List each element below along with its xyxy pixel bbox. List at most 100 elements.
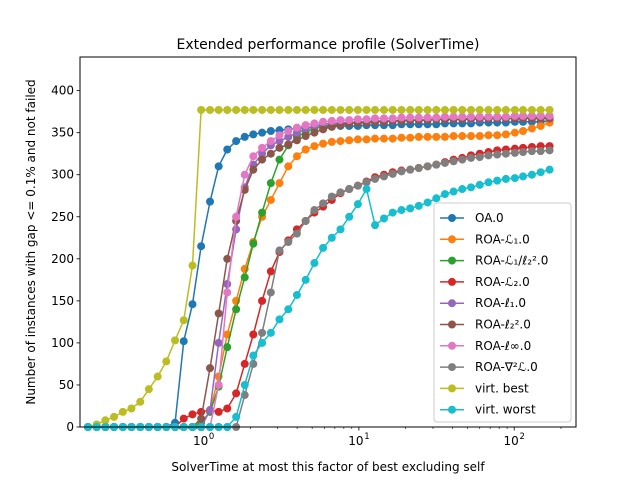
data-point: [249, 105, 258, 114]
data-point: [162, 357, 171, 366]
data-point: [319, 139, 328, 148]
data-point: [484, 131, 493, 140]
data-point: [258, 143, 267, 152]
legend-label: ROA-ℓ∞.0: [475, 339, 531, 353]
legend-item: ROA-ℓ₂².0: [440, 318, 531, 332]
data-point: [423, 132, 432, 141]
data-point: [440, 105, 449, 114]
data-point: [345, 185, 354, 194]
legend-swatch-marker: [448, 299, 456, 308]
y-tick-label: 200: [51, 252, 74, 266]
data-point: [310, 142, 319, 151]
data-point: [406, 204, 415, 213]
data-point: [362, 185, 371, 194]
chart-title: Extended performance profile (SolverTime…: [177, 37, 480, 53]
data-point: [475, 112, 484, 121]
data-point: [345, 105, 354, 114]
data-point: [284, 105, 293, 114]
y-axis-label: Number of instances with gap <= 0.1% and…: [24, 79, 38, 404]
data-point: [397, 206, 406, 215]
data-point: [249, 330, 258, 339]
data-point: [127, 404, 136, 413]
data-point: [440, 132, 449, 141]
x-tick-exponent: 0: [209, 432, 214, 442]
data-point: [353, 105, 362, 114]
data-point: [275, 246, 284, 255]
data-point: [223, 288, 232, 297]
data-point: [406, 113, 415, 122]
legend-swatch-marker: [448, 214, 456, 222]
data-point: [345, 136, 354, 145]
data-point: [258, 128, 267, 137]
data-point: [284, 305, 293, 314]
data-point: [232, 105, 241, 114]
data-point: [214, 309, 223, 318]
data-point: [240, 105, 249, 114]
data-point: [101, 416, 110, 425]
data-point: [388, 114, 397, 123]
data-point: [545, 111, 554, 120]
data-point: [206, 364, 215, 373]
data-point: [136, 397, 145, 406]
data-point: [310, 119, 319, 128]
data-point: [249, 152, 258, 161]
data-point: [510, 128, 519, 137]
legend-item: virt. worst: [440, 403, 536, 417]
data-point: [284, 162, 293, 171]
data-point: [214, 380, 223, 389]
data-point: [493, 176, 502, 185]
legend-label: ROA-ℓ₁.0: [475, 296, 526, 310]
data-point: [214, 162, 223, 171]
data-point: [266, 328, 275, 337]
data-point: [249, 351, 258, 360]
data-point: [475, 105, 484, 114]
data-point: [458, 112, 467, 121]
data-point: [206, 105, 215, 114]
data-point: [388, 105, 397, 114]
data-point: [501, 105, 510, 114]
data-point: [214, 407, 223, 416]
data-point: [519, 105, 528, 114]
data-point: [258, 338, 267, 347]
x-tick-label: 10: [348, 434, 363, 448]
legend-item: ROA-∇²ℒ.0: [440, 360, 538, 374]
data-point: [388, 208, 397, 217]
data-point: [545, 146, 554, 155]
data-point: [432, 113, 441, 122]
data-point: [249, 239, 258, 248]
data-point: [336, 105, 345, 114]
data-point: [319, 199, 328, 208]
data-point: [266, 288, 275, 297]
data-point: [197, 242, 206, 251]
data-point: [519, 172, 528, 181]
data-point: [240, 273, 249, 282]
y-tick-label: 150: [51, 294, 74, 308]
data-point: [266, 105, 275, 114]
data-point: [327, 233, 336, 242]
data-point: [362, 178, 371, 187]
legend-swatch-marker: [448, 363, 456, 372]
legend-item: ROA-ℓ∞.0: [440, 339, 531, 353]
data-point: [423, 162, 432, 171]
data-point: [258, 149, 267, 158]
y-tick-label: 350: [51, 126, 74, 140]
data-point: [232, 305, 241, 314]
legend-box: [433, 202, 572, 423]
data-point: [232, 137, 241, 146]
data-point: [266, 267, 275, 276]
legend-swatch-marker: [448, 384, 456, 393]
data-point: [188, 300, 197, 309]
data-point: [301, 275, 310, 284]
data-point: [240, 359, 249, 368]
data-point: [284, 140, 293, 149]
data-point: [423, 113, 432, 122]
data-point: [371, 114, 380, 123]
data-point: [510, 111, 519, 120]
data-point: [475, 132, 484, 141]
data-point: [458, 155, 467, 164]
data-point: [266, 179, 275, 188]
legend-label: OA.0: [475, 211, 504, 225]
legend-swatch-marker: [448, 341, 456, 350]
data-point: [232, 412, 241, 421]
